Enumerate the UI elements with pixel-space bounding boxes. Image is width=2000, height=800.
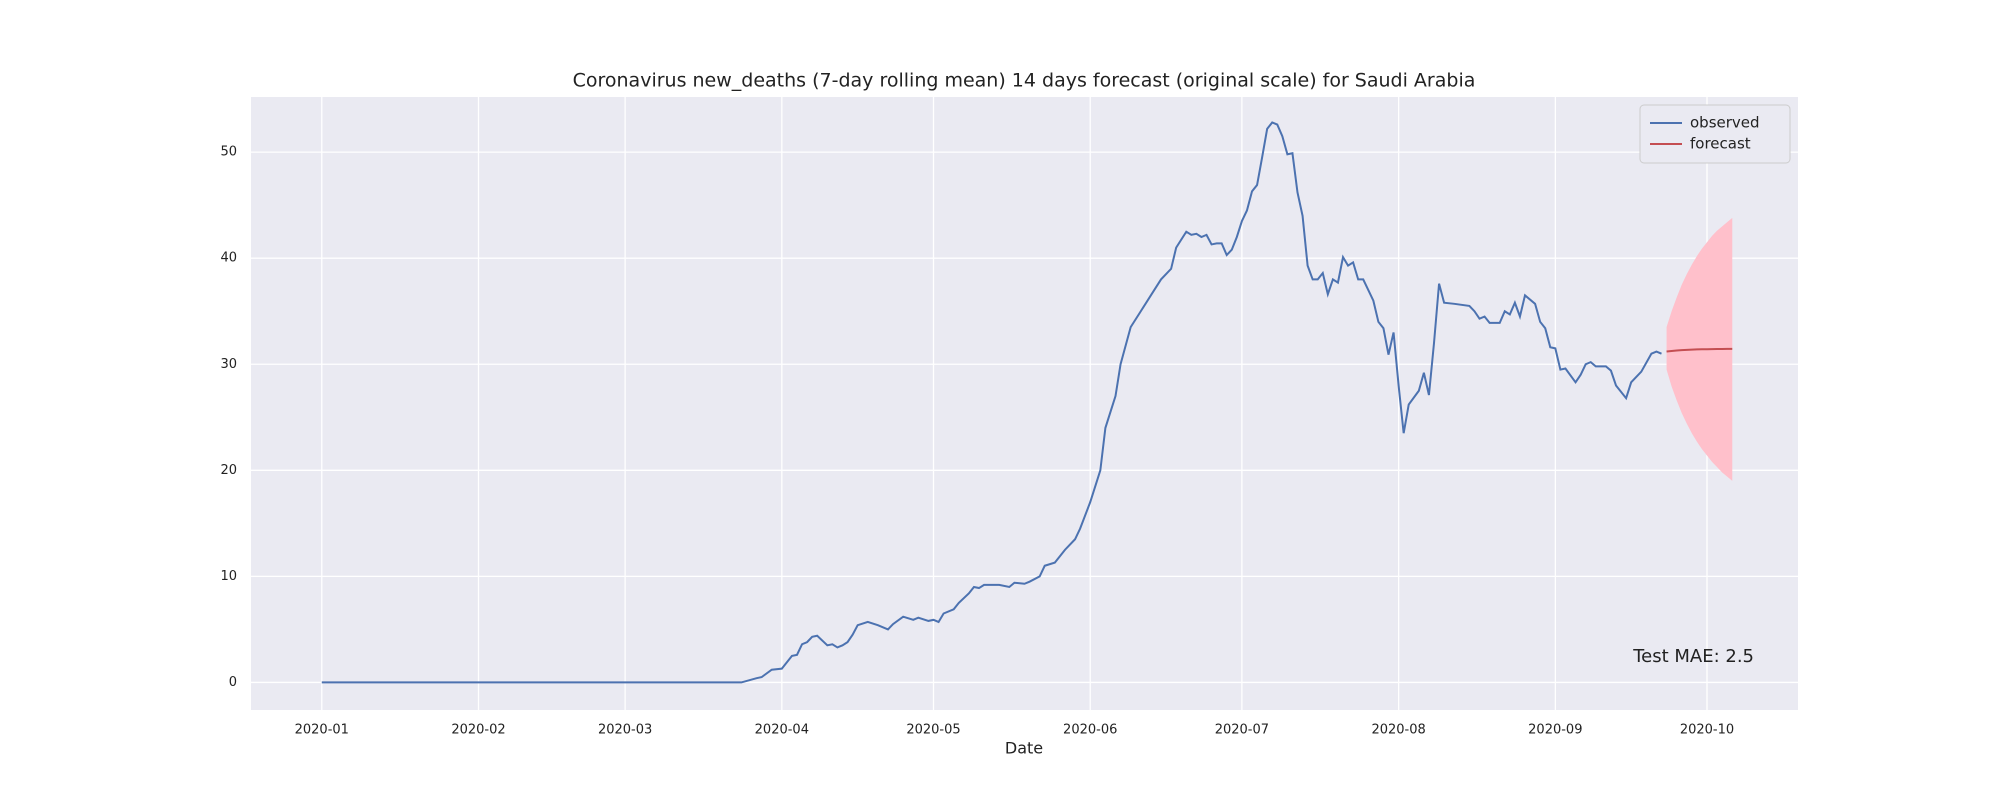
- chart-title: Coronavirus new_deaths (7-day rolling me…: [573, 70, 1476, 92]
- x-tick-label: 2020-10: [1680, 723, 1734, 738]
- y-tick-label: 20: [220, 463, 237, 478]
- x-tick-label: 2020-03: [598, 723, 652, 738]
- legend-box: [1639, 104, 1791, 164]
- plot-area: [251, 97, 1798, 710]
- x-tick-label: 2020-01: [295, 723, 349, 738]
- x-tick-label: 2020-05: [906, 723, 960, 738]
- x-tick-label: 2020-08: [1371, 723, 1425, 738]
- y-tick-label: 30: [220, 357, 237, 372]
- series-line: [1666, 347, 1733, 353]
- x-tick-label: 2020-02: [451, 723, 505, 738]
- annotation: Test MAE: 2.5: [1632, 646, 1754, 667]
- series-line: [321, 121, 1662, 684]
- x-tick-label: 2020-09: [1528, 723, 1582, 738]
- x-tick-label: 2020-04: [755, 723, 809, 738]
- x-tick-label: 2020-06: [1063, 723, 1117, 738]
- y-tick-label: 10: [220, 569, 237, 584]
- legend-label: observed: [1690, 114, 1760, 132]
- y-tick-label: 40: [220, 251, 237, 266]
- legend-label: forecast: [1690, 135, 1751, 153]
- y-tick-label: 0: [229, 675, 237, 690]
- y-tick-label: 50: [220, 145, 237, 160]
- x-tick-label: 2020-07: [1215, 723, 1269, 738]
- x-axis-label: Date: [1005, 739, 1043, 758]
